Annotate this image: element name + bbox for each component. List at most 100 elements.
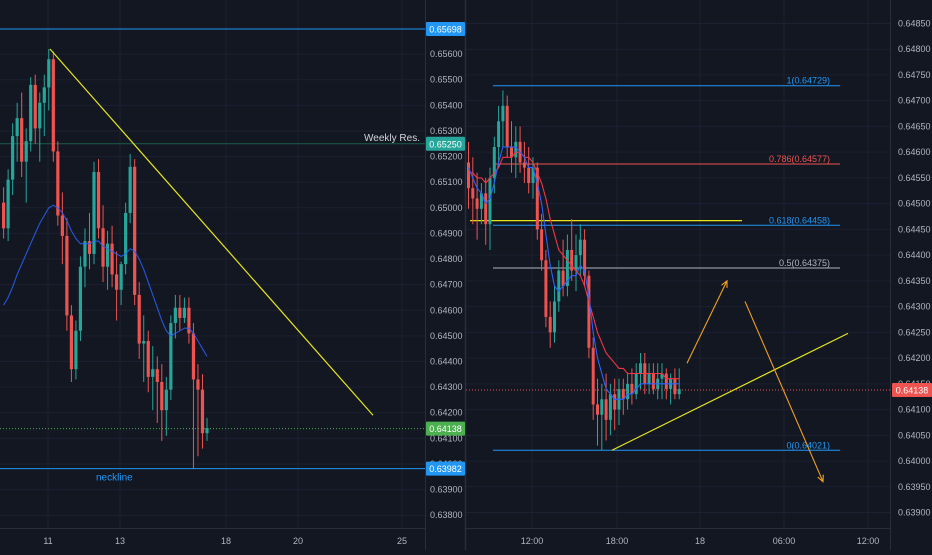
candle[interactable] <box>583 229 587 287</box>
candle[interactable] <box>56 141 60 226</box>
candle[interactable] <box>484 177 488 245</box>
candle[interactable] <box>191 323 196 470</box>
candle[interactable] <box>522 141 526 184</box>
candle[interactable] <box>42 74 46 137</box>
candle[interactable] <box>24 128 28 203</box>
candle[interactable] <box>15 102 19 162</box>
candle[interactable] <box>651 363 655 395</box>
candle[interactable] <box>479 183 483 225</box>
candle[interactable] <box>475 172 479 240</box>
bullish-projection-arrow[interactable] <box>686 279 728 364</box>
candle[interactable] <box>196 364 200 457</box>
candle[interactable] <box>553 286 556 343</box>
candle[interactable] <box>160 364 164 441</box>
candle[interactable] <box>600 383 604 451</box>
candle[interactable] <box>467 141 470 209</box>
descending-trendline[interactable] <box>49 48 374 416</box>
candle[interactable] <box>60 192 64 265</box>
candle[interactable] <box>634 363 638 400</box>
candle[interactable] <box>596 378 599 446</box>
candle[interactable] <box>137 282 141 359</box>
candle[interactable] <box>65 218 69 331</box>
candle[interactable] <box>101 205 105 283</box>
candle[interactable] <box>565 234 569 297</box>
candle[interactable] <box>47 48 51 111</box>
candle[interactable] <box>497 105 501 168</box>
candle[interactable] <box>96 159 101 239</box>
candle[interactable] <box>540 213 544 271</box>
candle[interactable] <box>133 159 137 306</box>
ascending-trendline[interactable] <box>611 332 849 451</box>
candle[interactable] <box>548 301 552 348</box>
candle[interactable] <box>591 337 595 420</box>
candle[interactable] <box>78 256 83 342</box>
candle[interactable] <box>11 123 15 195</box>
candle[interactable] <box>613 378 617 431</box>
candle[interactable] <box>561 239 565 297</box>
left-chart-panel[interactable]: Weekly Res. neckline <box>0 28 425 484</box>
candle[interactable] <box>83 228 87 288</box>
candle[interactable] <box>617 378 621 426</box>
candle[interactable] <box>604 373 608 441</box>
candle[interactable] <box>110 225 114 288</box>
candle[interactable] <box>105 230 110 290</box>
candle[interactable] <box>29 77 33 152</box>
candle[interactable] <box>200 374 205 449</box>
candle[interactable] <box>630 368 634 405</box>
candle[interactable] <box>6 169 10 242</box>
candle[interactable] <box>544 249 548 328</box>
candle[interactable] <box>187 297 191 344</box>
candle[interactable] <box>471 157 475 225</box>
candle[interactable] <box>119 261 123 306</box>
candle[interactable] <box>51 51 55 162</box>
candle-body <box>119 264 123 290</box>
candle[interactable] <box>626 373 630 410</box>
candle[interactable] <box>557 260 561 312</box>
bearish-projection-arrow[interactable] <box>744 301 824 483</box>
candle[interactable] <box>146 330 150 393</box>
candle[interactable] <box>155 356 159 423</box>
candle[interactable] <box>647 363 651 395</box>
candle[interactable] <box>574 234 578 292</box>
candle[interactable] <box>173 294 177 339</box>
candle[interactable] <box>124 202 128 275</box>
candle[interactable] <box>151 346 155 411</box>
candle[interactable] <box>169 315 173 400</box>
candle[interactable] <box>531 157 535 199</box>
candle[interactable] <box>535 162 539 240</box>
candle[interactable] <box>74 320 78 380</box>
candle[interactable] <box>660 363 664 400</box>
candle[interactable] <box>33 74 37 144</box>
candle[interactable] <box>182 297 186 324</box>
candle[interactable] <box>488 167 492 250</box>
candle[interactable] <box>20 92 24 178</box>
candle-body <box>65 235 69 316</box>
candle[interactable] <box>38 92 42 162</box>
candle[interactable] <box>69 305 73 382</box>
candle[interactable] <box>608 383 612 436</box>
candle[interactable] <box>164 376 168 436</box>
right-chart-panel[interactable]: 1(0.64729) 0.786(0.64577) 0.618(0.64458) 0.… <box>466 76 890 483</box>
candle[interactable] <box>578 224 582 276</box>
candle[interactable] <box>518 126 522 173</box>
price-tick-label: 0.65100 <box>430 177 463 187</box>
candle[interactable] <box>87 212 92 270</box>
candle[interactable] <box>621 378 625 415</box>
candle[interactable] <box>639 352 642 389</box>
candle[interactable] <box>142 315 146 382</box>
candle[interactable] <box>205 417 209 441</box>
candle[interactable] <box>2 187 6 239</box>
candle[interactable] <box>128 154 132 224</box>
candle[interactable] <box>505 95 509 158</box>
candle[interactable] <box>92 161 96 265</box>
candle[interactable] <box>115 251 119 321</box>
candle[interactable] <box>587 270 591 359</box>
candle[interactable] <box>656 363 660 400</box>
candle[interactable] <box>178 294 182 331</box>
candle[interactable] <box>501 90 505 148</box>
candle-body <box>200 389 205 434</box>
candle[interactable] <box>570 219 574 281</box>
candle[interactable] <box>527 147 531 194</box>
